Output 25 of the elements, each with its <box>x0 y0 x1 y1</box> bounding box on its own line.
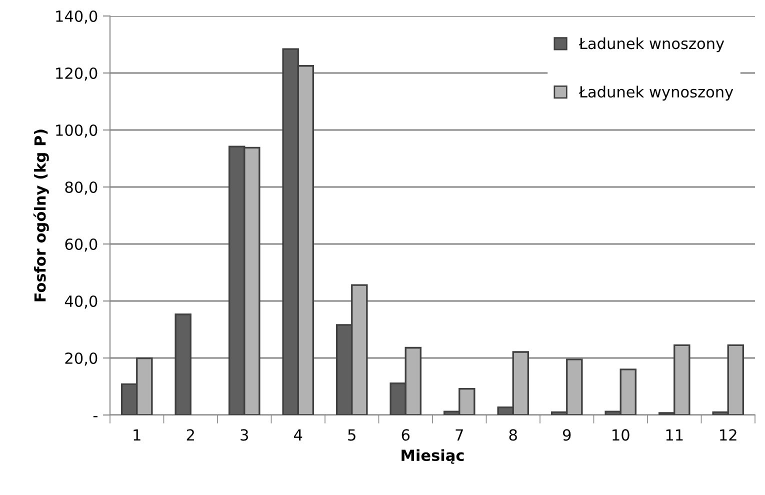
legend-label: Ładunek wnoszony <box>578 37 724 52</box>
legend-label: Ładunek wynoszony <box>578 86 734 101</box>
y-tick-label: 140,0 <box>56 10 98 24</box>
x-tick-label: 12 <box>720 429 736 440</box>
x-tick-label: 1 <box>134 429 140 440</box>
x-tick-label: 7 <box>456 429 463 440</box>
x-tick-label: 5 <box>348 429 356 441</box>
x-tick-label: 8 <box>509 429 517 441</box>
y-tick-label: 100,0 <box>56 124 98 138</box>
y-tick-label: 60,0 <box>65 238 98 252</box>
y-tick-label: 120,0 <box>56 67 98 81</box>
y-tick-label: 40,0 <box>64 295 98 309</box>
y-tick-label: - <box>93 416 98 418</box>
y-tick-label: 20,0 <box>65 352 98 366</box>
x-axis-title: Miesiąc <box>402 449 464 464</box>
x-tick-label: 11 <box>666 429 683 440</box>
x-tick-label: 10 <box>612 429 630 441</box>
x-tick-label: 4 <box>294 429 302 440</box>
y-tick-label: 80,0 <box>65 181 98 195</box>
x-tick-label: 6 <box>402 429 410 441</box>
x-tick-label: 9 <box>562 429 571 441</box>
bar <box>174 314 192 415</box>
x-tick-label: 3 <box>240 429 248 441</box>
x-tick-label: 2 <box>186 429 194 440</box>
y-axis-title: Fosfor ogólny (kg P) <box>33 130 49 302</box>
